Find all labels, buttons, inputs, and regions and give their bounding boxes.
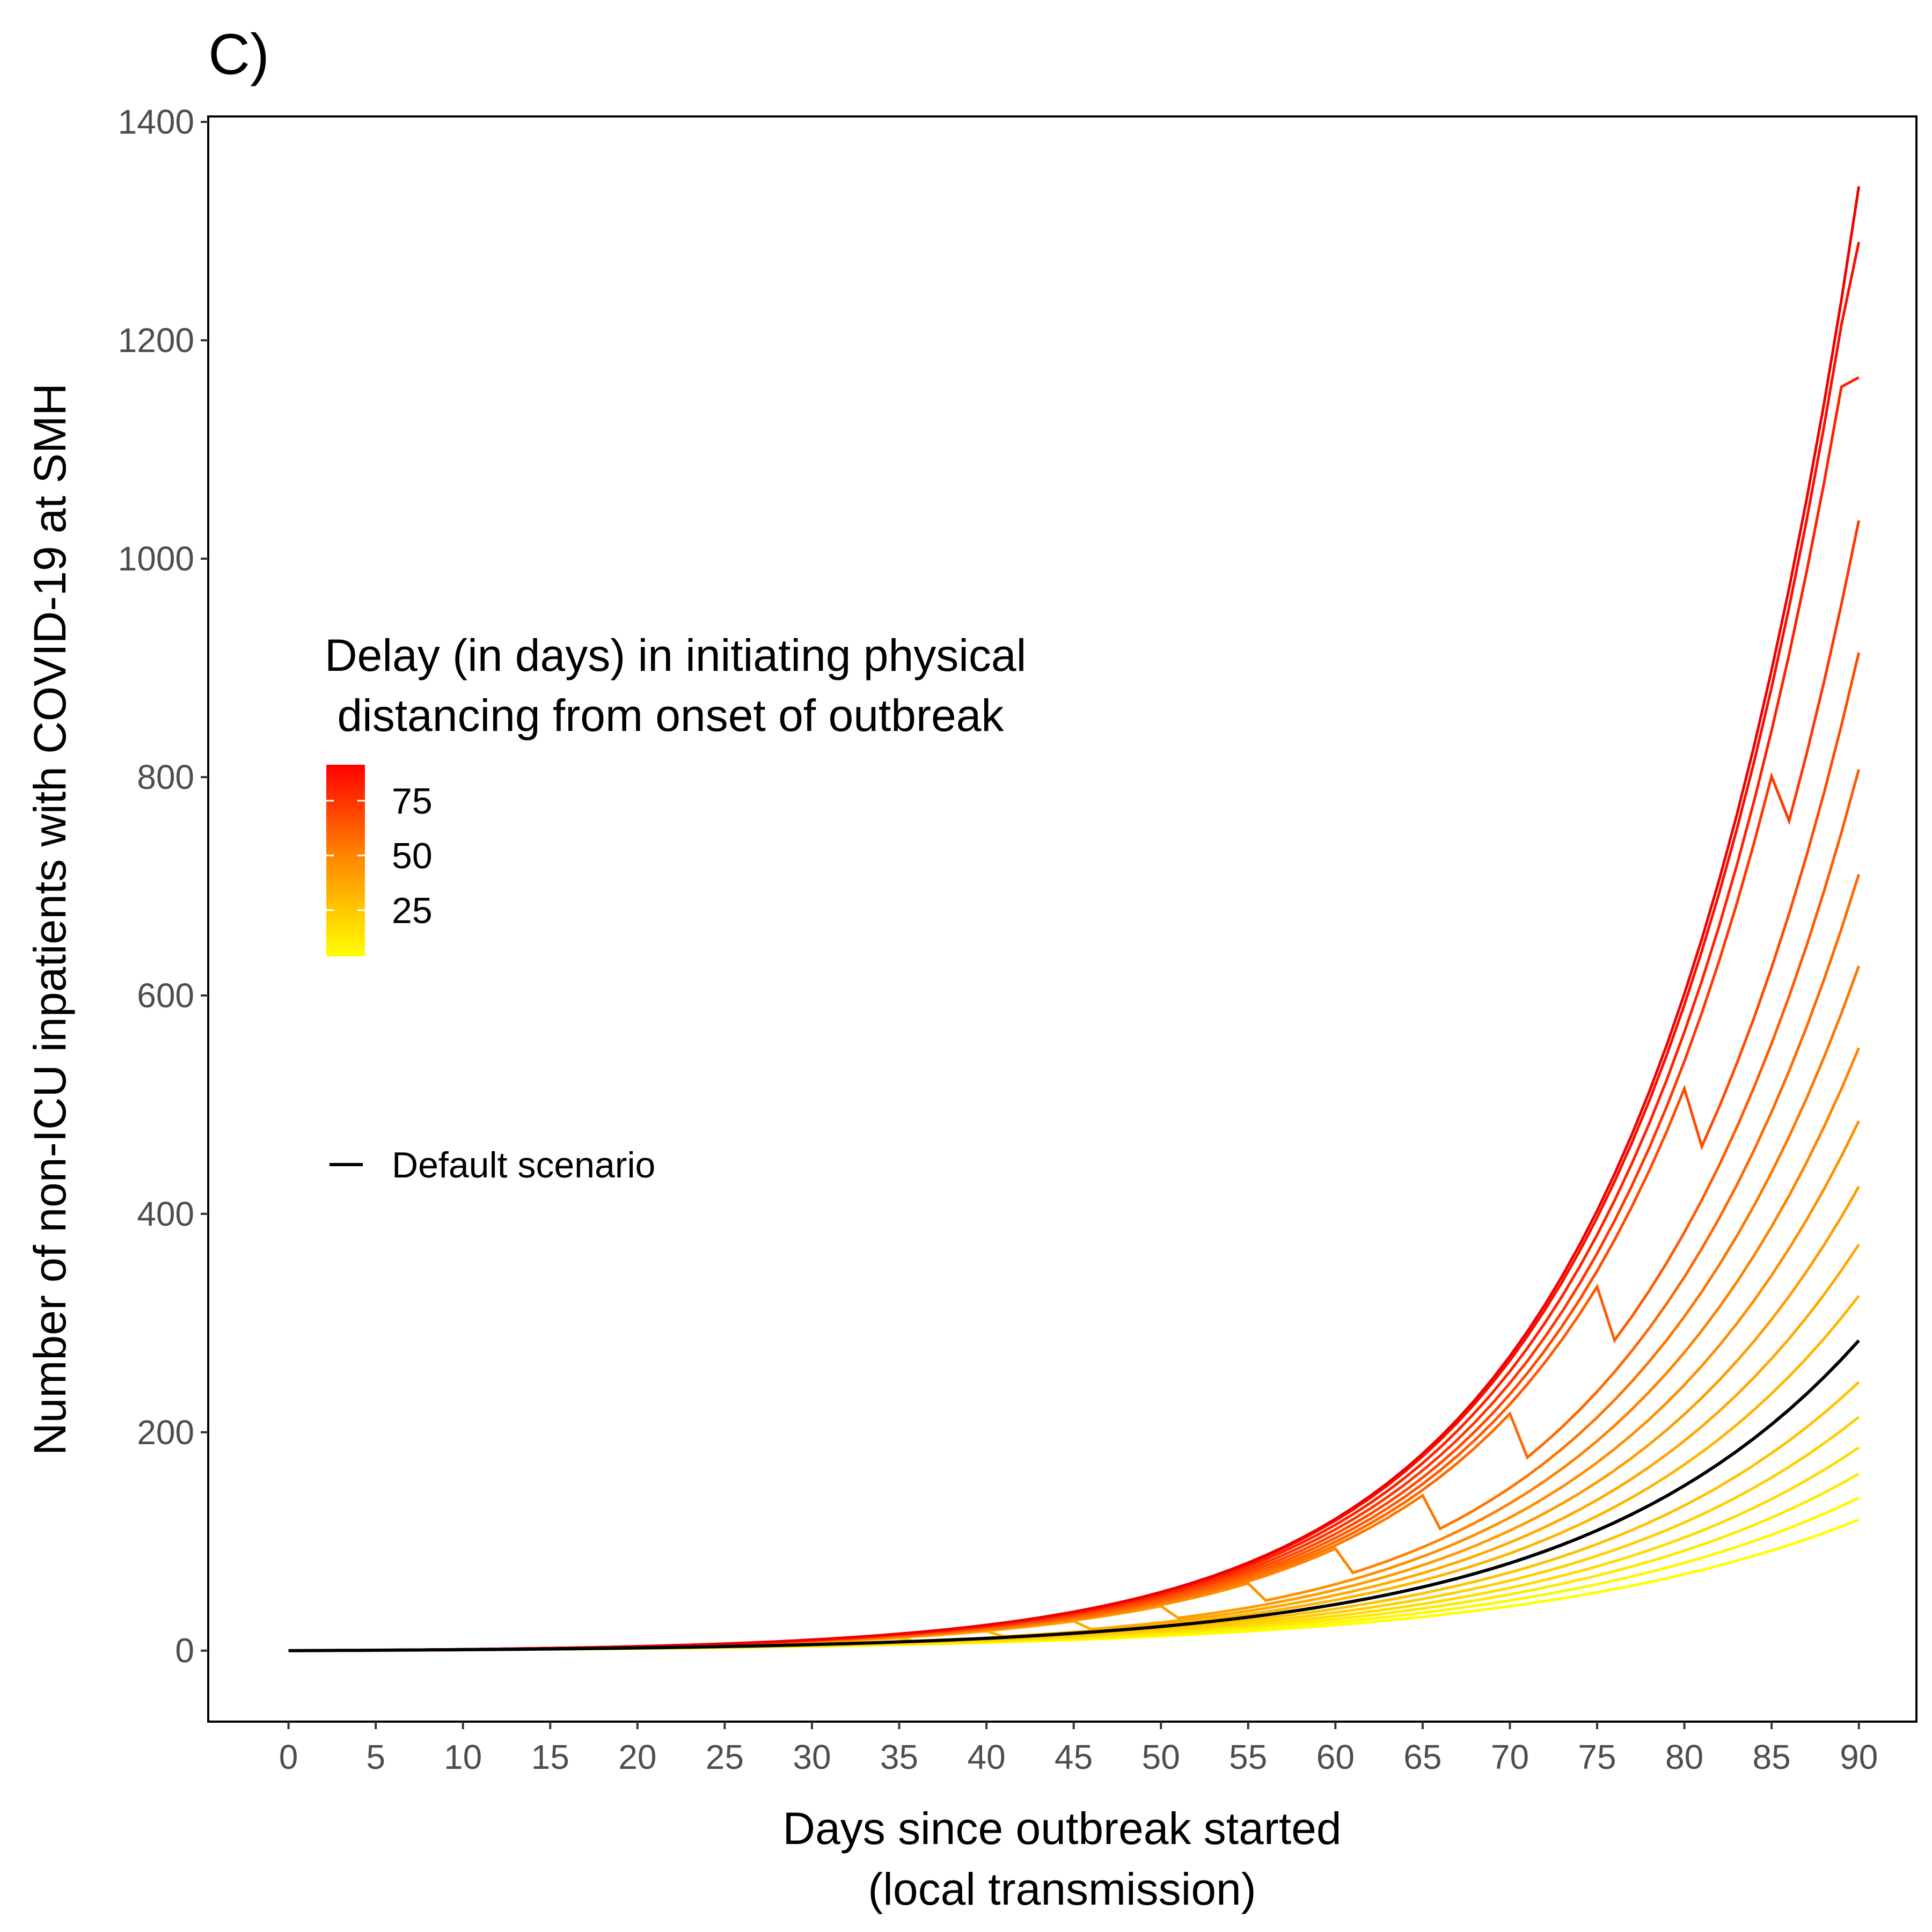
x-tick-label: 0 — [279, 1738, 298, 1776]
plot-panel-border — [207, 115, 1918, 1723]
colorbar-label-75: 75 — [392, 781, 433, 822]
x-tick-label: 45 — [1055, 1738, 1093, 1776]
series-lines — [288, 186, 1861, 1652]
series-line-default-scenario — [288, 1339, 1860, 1652]
colorbar-label-25: 25 — [392, 890, 433, 931]
x-tick-label: 30 — [793, 1738, 831, 1776]
x-tick-label: 85 — [1753, 1738, 1791, 1776]
x-tick-label: 75 — [1578, 1738, 1616, 1776]
x-tick-label: 65 — [1403, 1738, 1441, 1776]
x-tick-label: 20 — [618, 1738, 656, 1776]
x-tick-label: 50 — [1142, 1738, 1180, 1776]
x-tick-label: 25 — [706, 1738, 744, 1776]
x-tick-label: 10 — [444, 1738, 482, 1776]
legend-title-line-1: Delay (in days) in initiating physical — [325, 630, 1026, 680]
x-tick-label: 55 — [1229, 1738, 1267, 1776]
legend: Delay (in days) in initiating physical d… — [325, 630, 1026, 1185]
x-tick-label: 5 — [366, 1738, 385, 1776]
y-tick-label: 800 — [137, 758, 194, 796]
panel-label: C) — [208, 21, 269, 86]
legend-colorbar — [326, 765, 365, 956]
x-axis: 0 5 10 15 20 25 30 35 40 45 50 55 60 65 70 75 80 85 90 — [279, 1722, 1878, 1776]
x-tick-label: 15 — [531, 1738, 569, 1776]
x-tick-label: 60 — [1316, 1738, 1355, 1776]
x-tick-label: 70 — [1491, 1738, 1529, 1776]
x-tick-label: 80 — [1665, 1738, 1703, 1776]
y-axis: 0 200 400 600 800 1000 1200 1400 — [118, 103, 208, 1670]
y-tick-label: 0 — [175, 1631, 194, 1670]
y-tick-label: 400 — [137, 1195, 194, 1233]
y-axis-title: Number of non-ICU inpatients with COVID-… — [25, 383, 75, 1455]
x-tick-label: 40 — [967, 1738, 1005, 1776]
y-tick-label: 1000 — [118, 539, 194, 578]
legend-default-scenario-label: Default scenario — [392, 1145, 655, 1185]
y-tick-label: 600 — [137, 976, 194, 1015]
x-tick-label: 35 — [880, 1738, 918, 1776]
y-tick-label: 200 — [137, 1413, 194, 1452]
x-axis-title-line-2: (local transmission) — [868, 1864, 1256, 1914]
legend-title-line-2: distancing from onset of outbreak — [325, 690, 1004, 741]
y-tick-label: 1200 — [118, 321, 194, 360]
x-axis-title-line-1: Days since outbreak started — [782, 1803, 1341, 1854]
y-tick-label: 1400 — [118, 103, 194, 141]
x-tick-label: 90 — [1840, 1738, 1878, 1776]
colorbar-label-50: 50 — [392, 836, 433, 876]
